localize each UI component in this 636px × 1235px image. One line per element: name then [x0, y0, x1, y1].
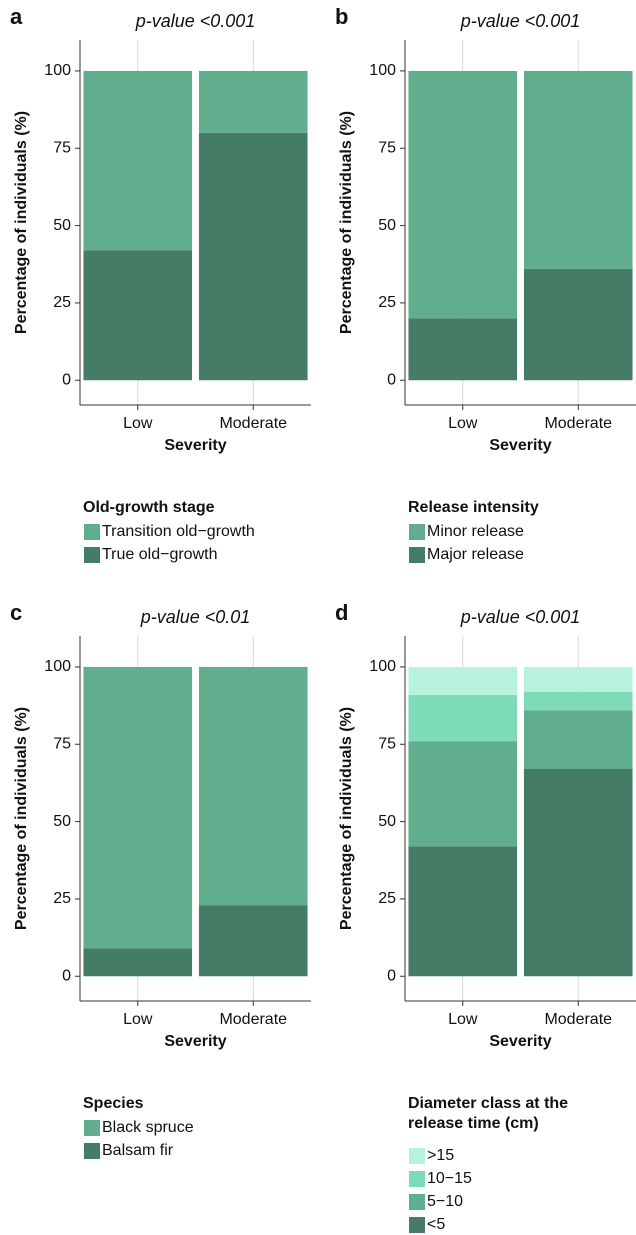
x-tick-label: Low	[123, 415, 153, 432]
legend-title: Old-growth stage	[83, 499, 215, 516]
bar-segment	[198, 70, 308, 133]
y-tick-label: 25	[378, 294, 396, 311]
x-tick-label: Low	[448, 1011, 478, 1028]
legend-swatch	[409, 1217, 425, 1233]
y-tick-label: 100	[44, 62, 71, 79]
y-tick-label: 25	[378, 890, 396, 907]
legend-label: Balsam fir	[102, 1142, 174, 1159]
y-tick-label: 0	[387, 967, 396, 984]
bar-segment	[83, 70, 193, 251]
legend-swatch	[409, 524, 425, 540]
bar-segment	[408, 741, 518, 847]
legend-title: Release intensity	[408, 499, 539, 516]
x-tick-label: Moderate	[219, 1011, 287, 1028]
y-tick-label: 75	[378, 139, 396, 156]
x-tick-label: Moderate	[544, 1011, 612, 1028]
legend-title-box: Old-growth stage	[83, 499, 215, 516]
legend-label: Minor release	[427, 523, 524, 540]
legend-swatch	[409, 547, 425, 563]
bar-segment	[198, 666, 308, 906]
bar-segment	[83, 666, 193, 949]
bar-segment	[408, 70, 518, 319]
legend-label: >15	[427, 1147, 454, 1164]
chart-panel: a p-value <0.001 0 25 50 75 100 Low Moderate Seve…	[10, 4, 311, 563]
legend-swatch	[84, 547, 100, 563]
x-tick-label: Low	[123, 1011, 153, 1028]
legend-label: Major release	[427, 546, 524, 563]
panel-label: a	[10, 4, 23, 29]
bar-segment	[83, 948, 193, 977]
x-tick-label: Moderate	[544, 415, 612, 432]
y-tick-label: 75	[53, 139, 71, 156]
y-axis-title: Percentage of individuals (%)	[13, 707, 30, 930]
y-axis-title: Percentage of individuals (%)	[338, 707, 355, 930]
legend-title-box: Release intensity	[408, 499, 539, 516]
x-tick-label: Low	[448, 415, 478, 432]
chart-panel: b p-value <0.001 0 25 50 75 100 Low Moderate Seve…	[335, 4, 636, 563]
y-tick-label: 25	[53, 294, 71, 311]
chart-panel: d p-value <0.001 0 25 50 75 100 Low Moderate Seve…	[335, 600, 636, 1233]
legend-swatch	[84, 524, 100, 540]
bar-segment	[523, 769, 633, 977]
bar-segment	[523, 268, 633, 381]
y-tick-label: 0	[62, 967, 71, 984]
bar-segment	[408, 846, 518, 977]
bar-segment	[198, 132, 308, 381]
legend-label: <5	[427, 1216, 445, 1233]
chart-panel: c p-value <0.01 0 25 50 75 100 Low Moderate Sever…	[10, 600, 311, 1159]
legend-label: Black spruce	[102, 1119, 194, 1136]
legend-swatch	[409, 1194, 425, 1210]
bar-segment	[523, 710, 633, 770]
y-axis-title: Percentage of individuals (%)	[338, 111, 355, 334]
y-tick-label: 75	[53, 735, 71, 752]
x-axis-title: Severity	[489, 437, 551, 454]
chart-title: p-value <0.001	[460, 607, 581, 627]
bar-segment	[523, 691, 633, 711]
legend-label: 10−15	[427, 1170, 472, 1187]
y-tick-label: 50	[378, 217, 396, 234]
y-tick-label: 100	[369, 658, 396, 675]
y-tick-label: 50	[378, 813, 396, 830]
chart-title: p-value <0.01	[140, 607, 251, 627]
legend-title: Diameter class at the release time (cm)	[408, 1095, 569, 1132]
chart-title: p-value <0.001	[135, 11, 256, 31]
y-tick-label: 50	[53, 217, 71, 234]
bar-segment	[408, 666, 518, 695]
bar-segment	[83, 250, 193, 381]
legend-title-box: Diameter class at the release time (cm)	[408, 1095, 569, 1132]
bar-segment	[523, 70, 633, 269]
legend-title: Species	[83, 1095, 144, 1112]
legend-swatch	[84, 1120, 100, 1136]
legend-swatch	[409, 1171, 425, 1187]
x-axis-title: Severity	[489, 1033, 551, 1050]
y-tick-label: 100	[44, 658, 71, 675]
y-tick-label: 25	[53, 890, 71, 907]
y-tick-label: 0	[62, 371, 71, 388]
bar-segment	[198, 905, 308, 977]
legend-swatch	[409, 1148, 425, 1164]
y-tick-label: 0	[387, 371, 396, 388]
x-axis-title: Severity	[164, 1033, 226, 1050]
legend-label: Transition old−growth	[102, 523, 255, 540]
bar-segment	[408, 318, 518, 381]
bar-segment	[408, 694, 518, 742]
y-tick-label: 100	[369, 62, 396, 79]
x-tick-label: Moderate	[219, 415, 287, 432]
legend-swatch	[84, 1143, 100, 1159]
chart-title: p-value <0.001	[460, 11, 581, 31]
y-tick-label: 75	[378, 735, 396, 752]
legend-label: True old−growth	[102, 546, 217, 563]
x-axis-title: Severity	[164, 437, 226, 454]
panel-label: b	[335, 4, 348, 29]
y-axis-title: Percentage of individuals (%)	[13, 111, 30, 334]
legend-label: 5−10	[427, 1193, 463, 1210]
y-tick-label: 50	[53, 813, 71, 830]
panel-label: d	[335, 600, 348, 625]
bar-segment	[523, 666, 633, 692]
legend-title-box: Species	[83, 1095, 144, 1112]
panel-label: c	[10, 600, 22, 625]
